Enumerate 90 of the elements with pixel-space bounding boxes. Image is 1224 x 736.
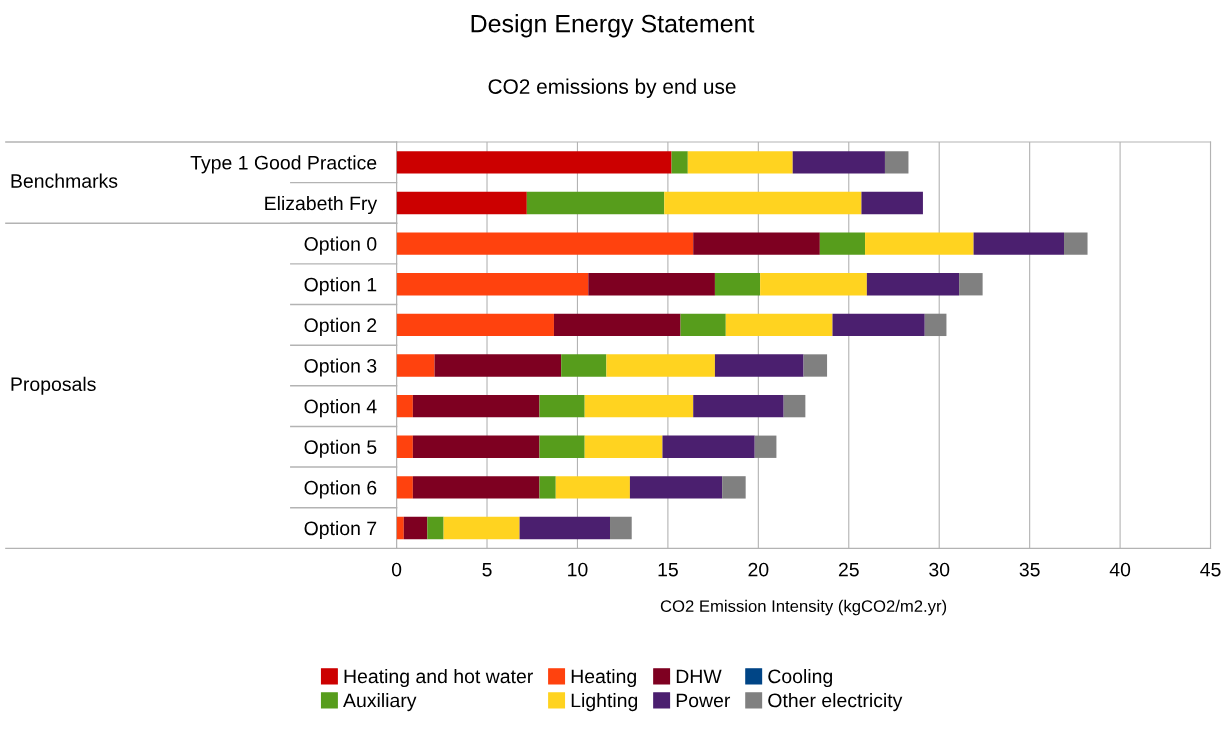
bar bbox=[792, 151, 885, 174]
x-tick-label: 30 bbox=[929, 562, 950, 577]
bar bbox=[865, 232, 974, 255]
bar bbox=[680, 313, 726, 337]
bar bbox=[783, 394, 806, 418]
bar bbox=[396, 354, 435, 377]
x-tick-label: 25 bbox=[838, 562, 859, 577]
legend-label: DHW bbox=[676, 669, 722, 684]
bar bbox=[924, 313, 947, 337]
bar bbox=[396, 516, 404, 540]
y-tick-label: Option 5 bbox=[304, 439, 377, 458]
bar bbox=[760, 273, 867, 296]
bar bbox=[526, 191, 665, 215]
bar bbox=[588, 273, 715, 296]
x-tick-label: 40 bbox=[1109, 562, 1131, 577]
y-tick-label: Option 4 bbox=[304, 399, 377, 418]
bar bbox=[396, 313, 554, 337]
bar bbox=[412, 435, 540, 458]
bar bbox=[722, 476, 746, 499]
bar bbox=[803, 354, 828, 377]
bar bbox=[427, 516, 444, 540]
legend-label: Other electricity bbox=[768, 693, 903, 712]
bar bbox=[539, 394, 585, 418]
bar bbox=[396, 151, 672, 174]
y-tick-label: Option 2 bbox=[304, 317, 377, 336]
bar bbox=[584, 435, 663, 458]
bar bbox=[434, 354, 562, 377]
bar bbox=[1064, 232, 1088, 255]
bar bbox=[412, 476, 540, 499]
x-tick-label: 35 bbox=[1019, 562, 1040, 577]
bar bbox=[606, 354, 715, 377]
x-axis-title: CO2 Emission Intensity (kgCO2/m2.yr) bbox=[660, 599, 947, 616]
bar bbox=[396, 232, 694, 255]
x-tick-label: 10 bbox=[568, 562, 588, 577]
legend-label: Heating and hot water bbox=[344, 668, 533, 688]
bar bbox=[832, 313, 925, 337]
bar bbox=[610, 516, 632, 540]
bar bbox=[396, 273, 589, 296]
bar bbox=[519, 516, 611, 540]
bar bbox=[396, 191, 527, 215]
bar bbox=[553, 313, 681, 337]
text: Benchmarks bbox=[11, 173, 118, 188]
bar bbox=[861, 191, 923, 215]
x-tick-label: 0 bbox=[391, 562, 402, 577]
legend-label: Lighting bbox=[571, 693, 638, 712]
bar bbox=[959, 273, 983, 296]
bar bbox=[443, 516, 520, 540]
bar bbox=[884, 151, 909, 174]
bar bbox=[671, 151, 688, 174]
legend-label: Auxiliary bbox=[343, 693, 417, 712]
bar bbox=[403, 516, 428, 540]
bar bbox=[725, 313, 833, 337]
bar bbox=[584, 394, 694, 418]
bar bbox=[664, 191, 862, 215]
x-tick-label: 15 bbox=[658, 562, 678, 577]
y-tick-label: Option 1 bbox=[304, 277, 377, 296]
chart-title: Design Energy Statement bbox=[471, 14, 755, 38]
chart-subtitle: CO2 emissions by end use bbox=[488, 78, 736, 99]
bar bbox=[629, 476, 723, 499]
bar bbox=[687, 151, 793, 174]
bar bbox=[561, 354, 607, 377]
bar bbox=[693, 394, 784, 418]
bar bbox=[866, 273, 960, 296]
y-tick-label: Option 3 bbox=[304, 358, 377, 377]
legend-label: Power bbox=[676, 693, 731, 708]
bar bbox=[396, 435, 413, 458]
bar bbox=[539, 435, 585, 458]
y-tick-label: Type 1 Good Practice bbox=[190, 155, 377, 174]
bar bbox=[539, 476, 556, 499]
legend-label: Cooling bbox=[768, 668, 832, 688]
bar bbox=[973, 232, 1065, 255]
bar bbox=[396, 394, 413, 418]
bar bbox=[555, 476, 630, 499]
text: Proposals bbox=[11, 376, 96, 395]
bar bbox=[754, 435, 777, 458]
bar bbox=[396, 476, 413, 499]
bar bbox=[714, 354, 804, 377]
x-tick-label: 5 bbox=[482, 562, 492, 577]
y-tick-label: Elizabeth Fry bbox=[265, 195, 378, 215]
bar bbox=[819, 232, 866, 255]
bar bbox=[714, 273, 761, 296]
x-tick-label: 45 bbox=[1200, 562, 1221, 577]
bar bbox=[662, 435, 755, 458]
bar bbox=[693, 232, 820, 255]
x-tick-label: 20 bbox=[748, 562, 769, 577]
bar bbox=[412, 394, 540, 418]
y-tick-label: Option 6 bbox=[304, 480, 377, 499]
y-tick-label: Option 7 bbox=[304, 520, 377, 540]
y-tick-label: Option 0 bbox=[304, 236, 377, 255]
legend-label: Heating bbox=[571, 668, 636, 688]
